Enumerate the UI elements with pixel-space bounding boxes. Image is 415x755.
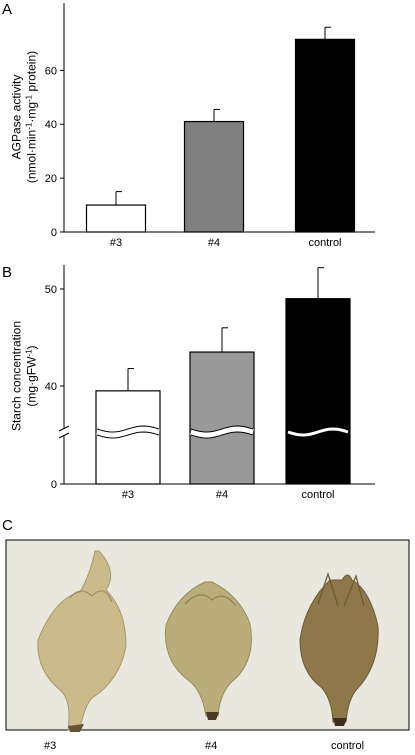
chart-b: 0 40 50 #3 #4 control Starch concentration(mg·… <box>10 265 375 501</box>
y-tick-label: 0 <box>51 479 57 491</box>
axis-break-mark <box>58 432 70 439</box>
y-tick-label: 0 <box>51 227 57 239</box>
break-wave-gap <box>96 425 160 439</box>
break-wave-gap <box>190 425 254 439</box>
photo-label-3: #3 <box>44 740 57 752</box>
y-tick-label: 40 <box>45 381 57 393</box>
y-axis-label: Starch concentration(mg·gFW-1) <box>10 321 39 431</box>
fruit-3 <box>37 550 127 732</box>
x-tick-label: #4 <box>208 237 220 249</box>
panel-a-label: A <box>2 1 12 18</box>
bar <box>183 120 245 233</box>
x-tick-label: #3 <box>122 489 134 501</box>
bar <box>294 38 356 233</box>
y-tick-label: 60 <box>45 65 57 77</box>
bar <box>189 351 255 485</box>
panel-b-label: B <box>2 264 12 281</box>
x-tick-label: #3 <box>110 237 122 249</box>
bar <box>285 298 351 485</box>
bar <box>85 204 147 233</box>
x-tick-label: #4 <box>216 489 228 501</box>
x-tick-label: control <box>301 489 334 501</box>
break-wave <box>190 431 254 439</box>
break-wave <box>96 431 160 439</box>
fruit-4 <box>164 581 252 720</box>
axis-break-mark <box>58 425 70 432</box>
panel-c-label: C <box>2 517 13 534</box>
y-tick-label: 50 <box>45 284 57 296</box>
break-wave <box>190 425 254 433</box>
y-tick-label: 40 <box>45 119 57 131</box>
y-tick-label: 20 <box>45 173 57 185</box>
break-wave <box>96 425 160 433</box>
chart-a: 0 20 40 60 #3 #4 control AGPase activity(nmol·m… <box>10 3 375 249</box>
x-tick-label: control <box>308 237 341 249</box>
y-axis-label: AGPase activity(nmol·min-1·mg-1 protein) <box>10 51 39 183</box>
fruit-control <box>299 571 379 726</box>
photo-label-4: #4 <box>205 740 218 752</box>
fruit-photo <box>5 539 410 732</box>
photo-label-control: control <box>331 740 365 752</box>
break-wave <box>287 427 349 437</box>
